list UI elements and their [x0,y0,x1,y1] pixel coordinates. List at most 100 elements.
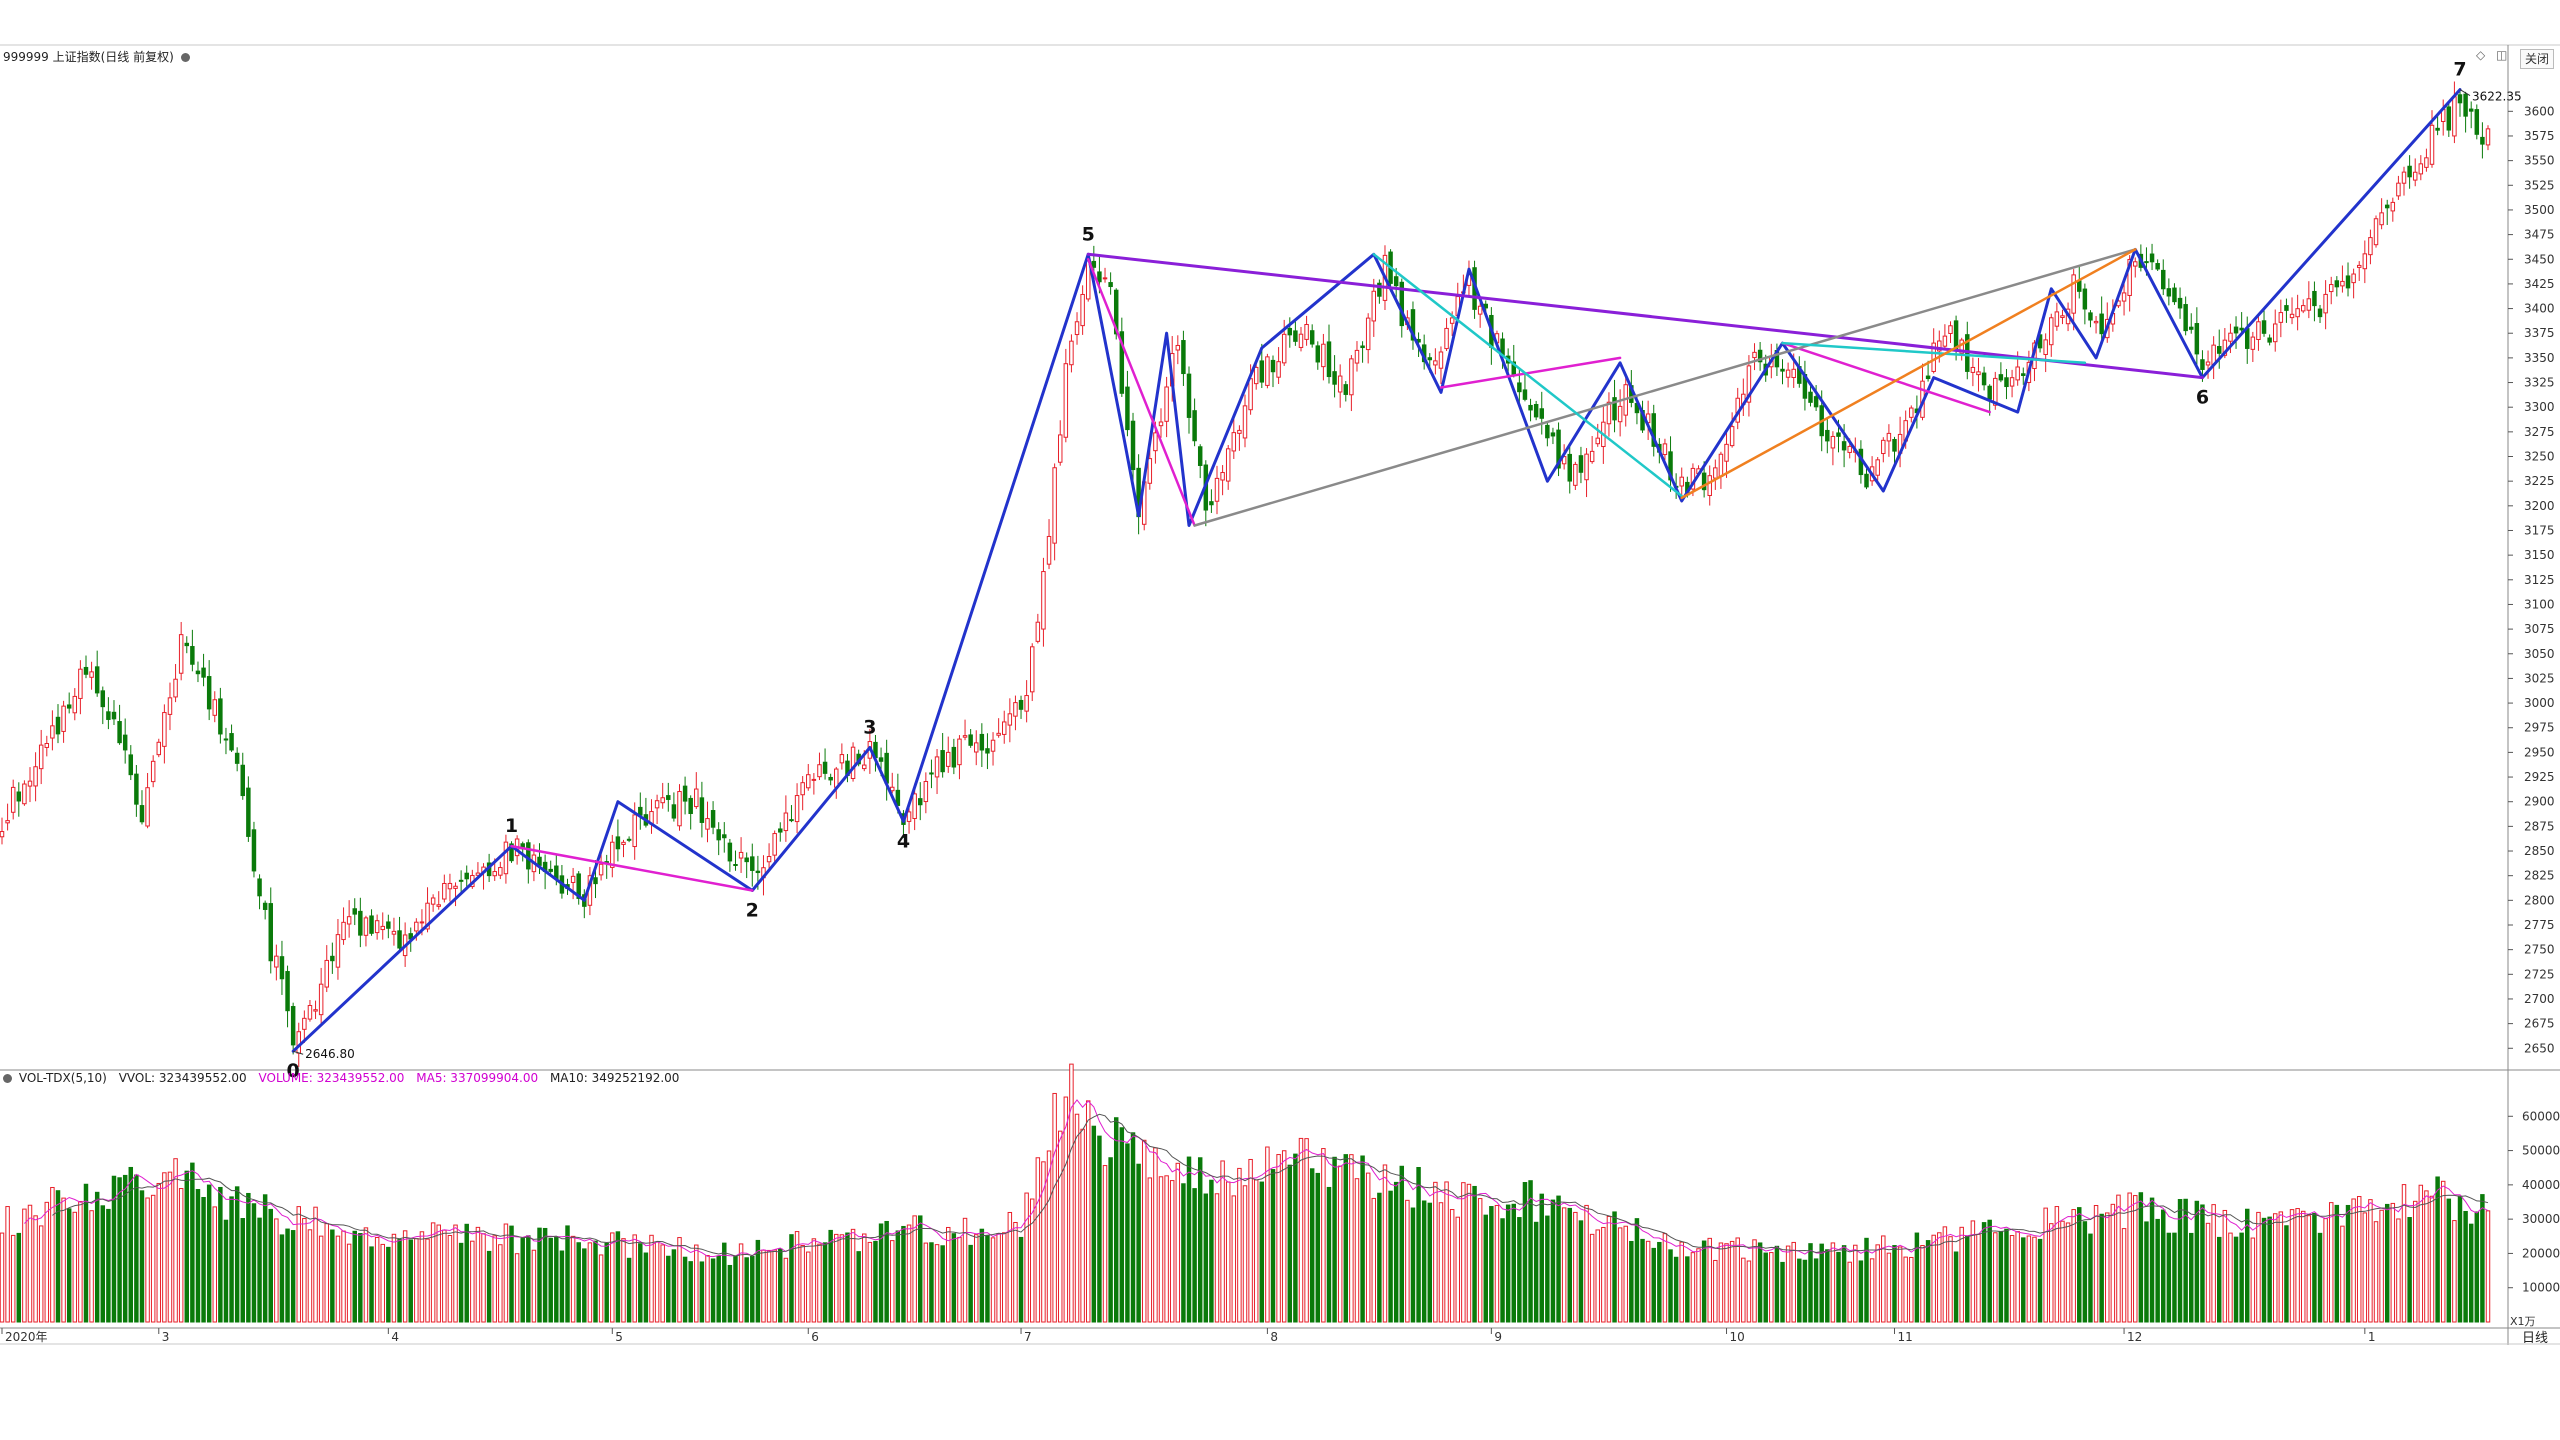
volume-bar [2401,1184,2407,1323]
candle-body [2323,293,2328,314]
volume-bar [481,1233,486,1323]
volume-bar [828,1229,833,1323]
candle-body [548,868,553,872]
candle-body [1550,432,1556,437]
volume-bar [22,1208,27,1323]
period-label[interactable]: 日线 [2522,1331,2549,1346]
candle-body [766,856,772,863]
candle-body [2205,361,2211,366]
volume-bar [2194,1200,2200,1323]
volume-bar [195,1189,201,1323]
volume-bar [1354,1178,1360,1323]
volume-bar [1724,1243,1729,1323]
volume-bar [2345,1204,2351,1323]
volume-bar [1444,1181,1449,1323]
volume-bar [2032,1236,2037,1323]
volume-bar [856,1251,861,1323]
candle-body [817,764,822,778]
volume-bar [380,1243,385,1323]
candle-body [778,828,783,833]
volume-bar [705,1255,710,1323]
volume-bar [1097,1135,1102,1323]
candle-body [1097,271,1102,283]
volume-bar [1315,1172,1321,1323]
volume-bar [2177,1199,2183,1323]
candle-body [240,764,245,797]
volume-bar [1853,1244,1858,1323]
volume-bar [694,1244,699,1323]
candle-body [1556,429,1561,469]
volume-bar [1897,1246,1903,1323]
volume-bar [1931,1234,1936,1323]
price-tick-label: 3300 [2524,400,2555,414]
candle-body [1517,382,1522,393]
diamond-icon[interactable]: ◇ [2476,48,2486,62]
candle-body [666,795,671,800]
volume-bar [184,1170,190,1323]
candle-body [800,782,805,796]
volume-bar [1741,1257,1746,1323]
volume-bar [106,1208,111,1323]
candle-body [738,851,744,859]
candle-body [341,921,346,941]
window-icon[interactable]: ◫ [2496,48,2508,62]
volume-bar [128,1166,134,1323]
info-dot-icon[interactable] [180,53,190,62]
candle-body [1410,309,1416,341]
volume-bar [1813,1258,1819,1323]
candle-body [268,903,273,962]
candle-body [335,934,341,968]
wave-line-gray [1193,248,2137,527]
candle-body [33,766,38,787]
wave-labels: 0 1 2 3 4 5 6 7 2646.80 3622.35 [287,59,2522,1083]
volume-bar [1993,1232,1998,1323]
volume-bar [929,1242,934,1323]
volume-bar [1662,1233,1668,1323]
volume-bar [33,1215,38,1323]
date-tick-label: 8 [1270,1330,1278,1344]
volume-bar [464,1223,469,1323]
volume-bar [1763,1252,1768,1323]
price-tick-label: 3150 [2524,548,2555,562]
volume-bar [419,1231,425,1323]
price-tick-label: 3350 [2524,351,2555,365]
volume-bar [408,1239,413,1323]
candle-body [1002,721,1007,735]
price-tick-label: 2700 [2524,992,2555,1006]
volume-bar [1869,1258,1875,1323]
volume-bar [542,1227,548,1323]
close-button[interactable]: 关闭 [2520,49,2554,69]
price-tick-label: 3200 [2524,499,2555,513]
candle-body [262,902,268,910]
candle-body [330,955,335,962]
volume-bar [1825,1249,1830,1323]
candle-body [2133,261,2138,267]
volume-settings-icon[interactable] [3,1074,12,1083]
volume-bar [923,1242,929,1323]
volume-bar [1959,1226,1964,1323]
candle-body [1757,349,1763,363]
volume-bar [10,1234,16,1323]
candle-body [2228,332,2233,342]
candle-body [929,772,934,775]
volume-bar [1808,1243,1813,1323]
price-tick-label: 3025 [2524,671,2555,685]
candle-body [1976,371,1981,376]
volume-bar [1293,1153,1298,1323]
candle-body [498,867,503,876]
candle-body [1304,324,1309,340]
volume-bar [2161,1209,2166,1323]
candle-body [313,1009,318,1012]
candle-body [1578,455,1584,473]
candle-body [285,971,290,1012]
volume-bar [1147,1177,1153,1323]
volume-bar [330,1229,335,1323]
volume-bar [722,1242,727,1323]
candle-body [1343,384,1349,395]
volume-bar [526,1235,531,1323]
volume-bar [1802,1259,1808,1323]
candle-body [1052,467,1057,544]
volume-bar [554,1237,559,1323]
candle-body [2317,308,2323,318]
